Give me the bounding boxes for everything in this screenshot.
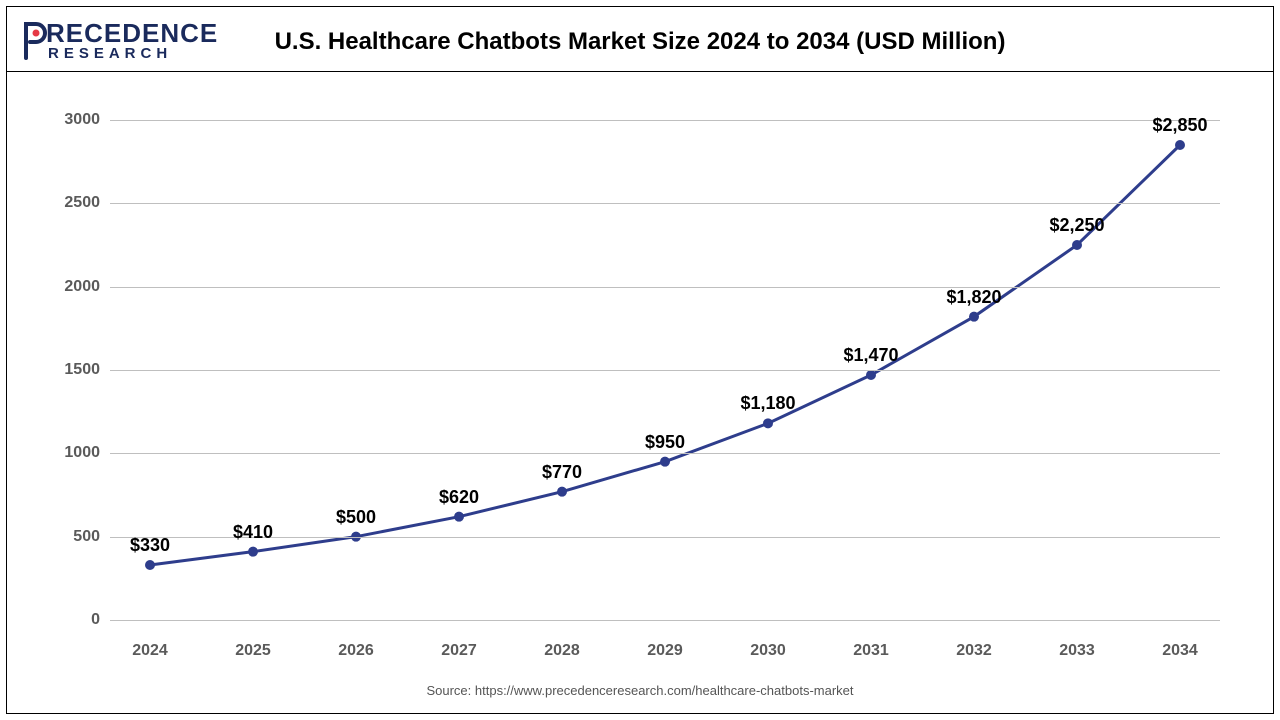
header-bar: RECEDENCE RESEARCH U.S. Healthcare Chatb… (6, 6, 1274, 72)
x-axis-tick: 2026 (338, 642, 374, 660)
data-point (969, 312, 979, 322)
x-axis-tick: 2029 (647, 642, 683, 660)
data-point (248, 547, 258, 557)
y-axis-tick: 2000 (50, 278, 100, 296)
grid-line (110, 203, 1220, 204)
data-label: $2,250 (1049, 215, 1104, 236)
data-point (866, 370, 876, 380)
source-citation: Source: https://www.precedenceresearch.c… (0, 683, 1280, 698)
x-axis-tick: 2024 (132, 642, 168, 660)
y-axis-tick: 3000 (50, 111, 100, 129)
data-label: $770 (542, 462, 582, 483)
grid-line (110, 120, 1220, 121)
y-axis-tick: 500 (50, 528, 100, 546)
data-point (454, 512, 464, 522)
data-label: $2,850 (1152, 115, 1207, 136)
grid-line (110, 537, 1220, 538)
data-label: $500 (336, 507, 376, 528)
data-label: $1,470 (843, 345, 898, 366)
grid-line (110, 370, 1220, 371)
data-label: $330 (130, 535, 170, 556)
y-axis-tick: 2500 (50, 194, 100, 212)
chart-title: U.S. Healthcare Chatbots Market Size 202… (6, 28, 1274, 56)
trend-line (150, 145, 1180, 565)
x-axis-tick: 2025 (235, 642, 271, 660)
data-label: $1,820 (946, 287, 1001, 308)
data-label: $1,180 (740, 393, 795, 414)
y-axis-tick: 1000 (50, 444, 100, 462)
data-point (1175, 140, 1185, 150)
x-axis-tick: 2033 (1059, 642, 1095, 660)
data-point (763, 418, 773, 428)
grid-line (110, 287, 1220, 288)
line-chart-svg (80, 120, 1230, 630)
x-axis-tick: 2032 (956, 642, 992, 660)
data-point (1072, 240, 1082, 250)
x-axis-tick: 2030 (750, 642, 786, 660)
y-axis-tick: 0 (50, 611, 100, 629)
data-label: $620 (439, 487, 479, 508)
x-axis-tick: 2034 (1162, 642, 1198, 660)
x-axis-tick: 2031 (853, 642, 889, 660)
data-label: $410 (233, 522, 273, 543)
plot-area: 0500100015002000250030002024202520262027… (80, 120, 1230, 630)
data-point (557, 487, 567, 497)
data-label: $950 (645, 432, 685, 453)
grid-line (110, 453, 1220, 454)
data-point (660, 457, 670, 467)
y-axis-tick: 1500 (50, 361, 100, 379)
data-point (145, 560, 155, 570)
grid-line (110, 620, 1220, 621)
x-axis-tick: 2028 (544, 642, 580, 660)
x-axis-tick: 2027 (441, 642, 477, 660)
